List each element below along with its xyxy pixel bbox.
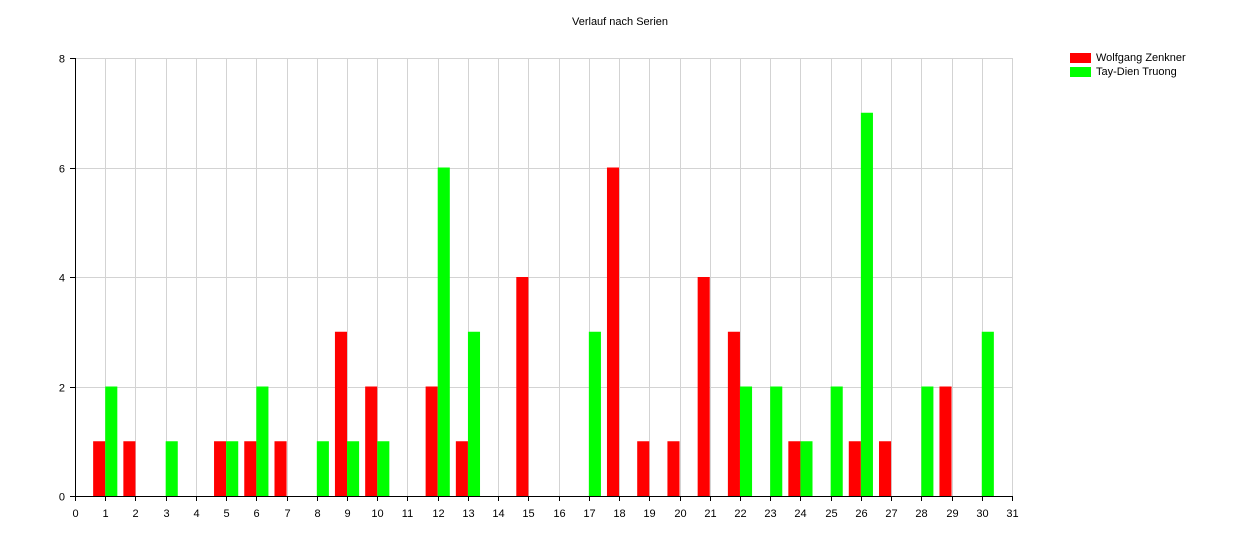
bar-series-1 [455, 441, 468, 496]
x-tick-label: 31 [1006, 508, 1018, 520]
x-tick-label: 24 [794, 508, 806, 520]
bar-series-1 [788, 441, 801, 496]
bar-series-1 [123, 441, 136, 496]
x-tick-label: 23 [764, 508, 776, 520]
x-tick-label: 13 [462, 508, 474, 520]
bar-series-2 [800, 441, 813, 496]
x-tick-label: 0 [72, 508, 78, 520]
x-tick-label: 27 [885, 508, 897, 520]
x-tick-label: 8 [314, 508, 320, 520]
x-tick-label: 5 [223, 508, 229, 520]
bar-series-2 [860, 112, 873, 496]
bar-series-2 [347, 441, 360, 496]
x-tick-label: 15 [522, 508, 534, 520]
x-tick-label: 28 [915, 508, 927, 520]
bars [93, 112, 994, 496]
x-tick-label: 20 [674, 508, 686, 520]
bar-series-2 [921, 386, 934, 496]
x-tick-label: 25 [825, 508, 837, 520]
bar-series-1 [667, 441, 680, 496]
x-tick-label: 19 [643, 508, 655, 520]
y-tick-label: 8 [59, 54, 65, 66]
y-tick-label: 4 [59, 273, 65, 285]
bar-series-2 [437, 167, 450, 496]
y-tick-label: 6 [59, 164, 65, 176]
bar-series-1 [516, 277, 529, 496]
x-tick-label: 22 [734, 508, 746, 520]
legend: Wolfgang Zenkner Tay-Dien Truong [1070, 51, 1186, 79]
legend-swatch-series-2 [1070, 67, 1091, 77]
x-tick-label: 14 [492, 508, 504, 520]
legend-item-series-1: Wolfgang Zenkner [1070, 51, 1186, 65]
legend-swatch-series-1 [1070, 53, 1091, 63]
x-tick-label: 12 [432, 508, 444, 520]
bar-series-1 [879, 441, 892, 496]
legend-label-series-1: Wolfgang Zenkner [1096, 52, 1186, 64]
x-tick-label: 10 [371, 508, 383, 520]
x-tick-label: 29 [946, 508, 958, 520]
y-tick-label: 0 [59, 492, 65, 504]
bar-series-1 [727, 331, 740, 496]
x-tick-label: 9 [344, 508, 350, 520]
x-tick-label: 7 [284, 508, 290, 520]
x-tick-label: 1 [102, 508, 108, 520]
x-tick-label: 4 [193, 508, 199, 520]
bar-series-2 [256, 386, 269, 496]
bar-series-2 [316, 441, 329, 496]
bar-series-1 [93, 441, 106, 496]
x-tick-label: 16 [553, 508, 565, 520]
legend-item-series-2: Tay-Dien Truong [1070, 65, 1186, 79]
bar-series-2 [770, 386, 783, 496]
bar-series-2 [830, 386, 843, 496]
x-tick-label: 18 [613, 508, 625, 520]
x-tick-label: 3 [163, 508, 169, 520]
bar-series-1 [697, 277, 710, 496]
bar-series-2 [105, 386, 118, 496]
bar-series-2 [739, 386, 753, 496]
x-tick-label: 26 [855, 508, 867, 520]
bar-series-1 [365, 386, 378, 496]
chart-title: Verlauf nach Serien [571, 16, 668, 28]
bar-series-2 [165, 441, 178, 496]
bar-series-1 [244, 441, 257, 496]
bar-series-2 [981, 331, 994, 496]
bar-series-2 [226, 441, 239, 496]
y-tick-label: 2 [59, 383, 65, 395]
bar-series-1 [274, 441, 287, 496]
x-tick-label: 2 [132, 508, 138, 520]
axes: 0 1 2 3 4 5 6 7 8 9 10 11 12 13 14 15 16 17 18 19 20 21 22 23 24… [59, 54, 1019, 521]
bar-series-1 [637, 441, 650, 496]
x-tick-label: 17 [583, 508, 595, 520]
x-tick-label: 21 [704, 508, 716, 520]
bar-series-2 [588, 331, 601, 496]
bar-series-1 [848, 441, 861, 496]
x-tick-label: 6 [253, 508, 259, 520]
x-tick-label: 11 [402, 508, 413, 520]
legend-label-series-2: Tay-Dien Truong [1096, 66, 1177, 78]
x-tick-label: 30 [976, 508, 988, 520]
bar-series-1 [939, 386, 952, 496]
bar-series-1 [606, 167, 620, 496]
bar-series-1 [334, 331, 348, 496]
bar-series-1 [214, 441, 227, 496]
bar-series-2 [467, 331, 481, 496]
bar-series-1 [425, 386, 438, 496]
bar-series-2 [377, 441, 390, 496]
